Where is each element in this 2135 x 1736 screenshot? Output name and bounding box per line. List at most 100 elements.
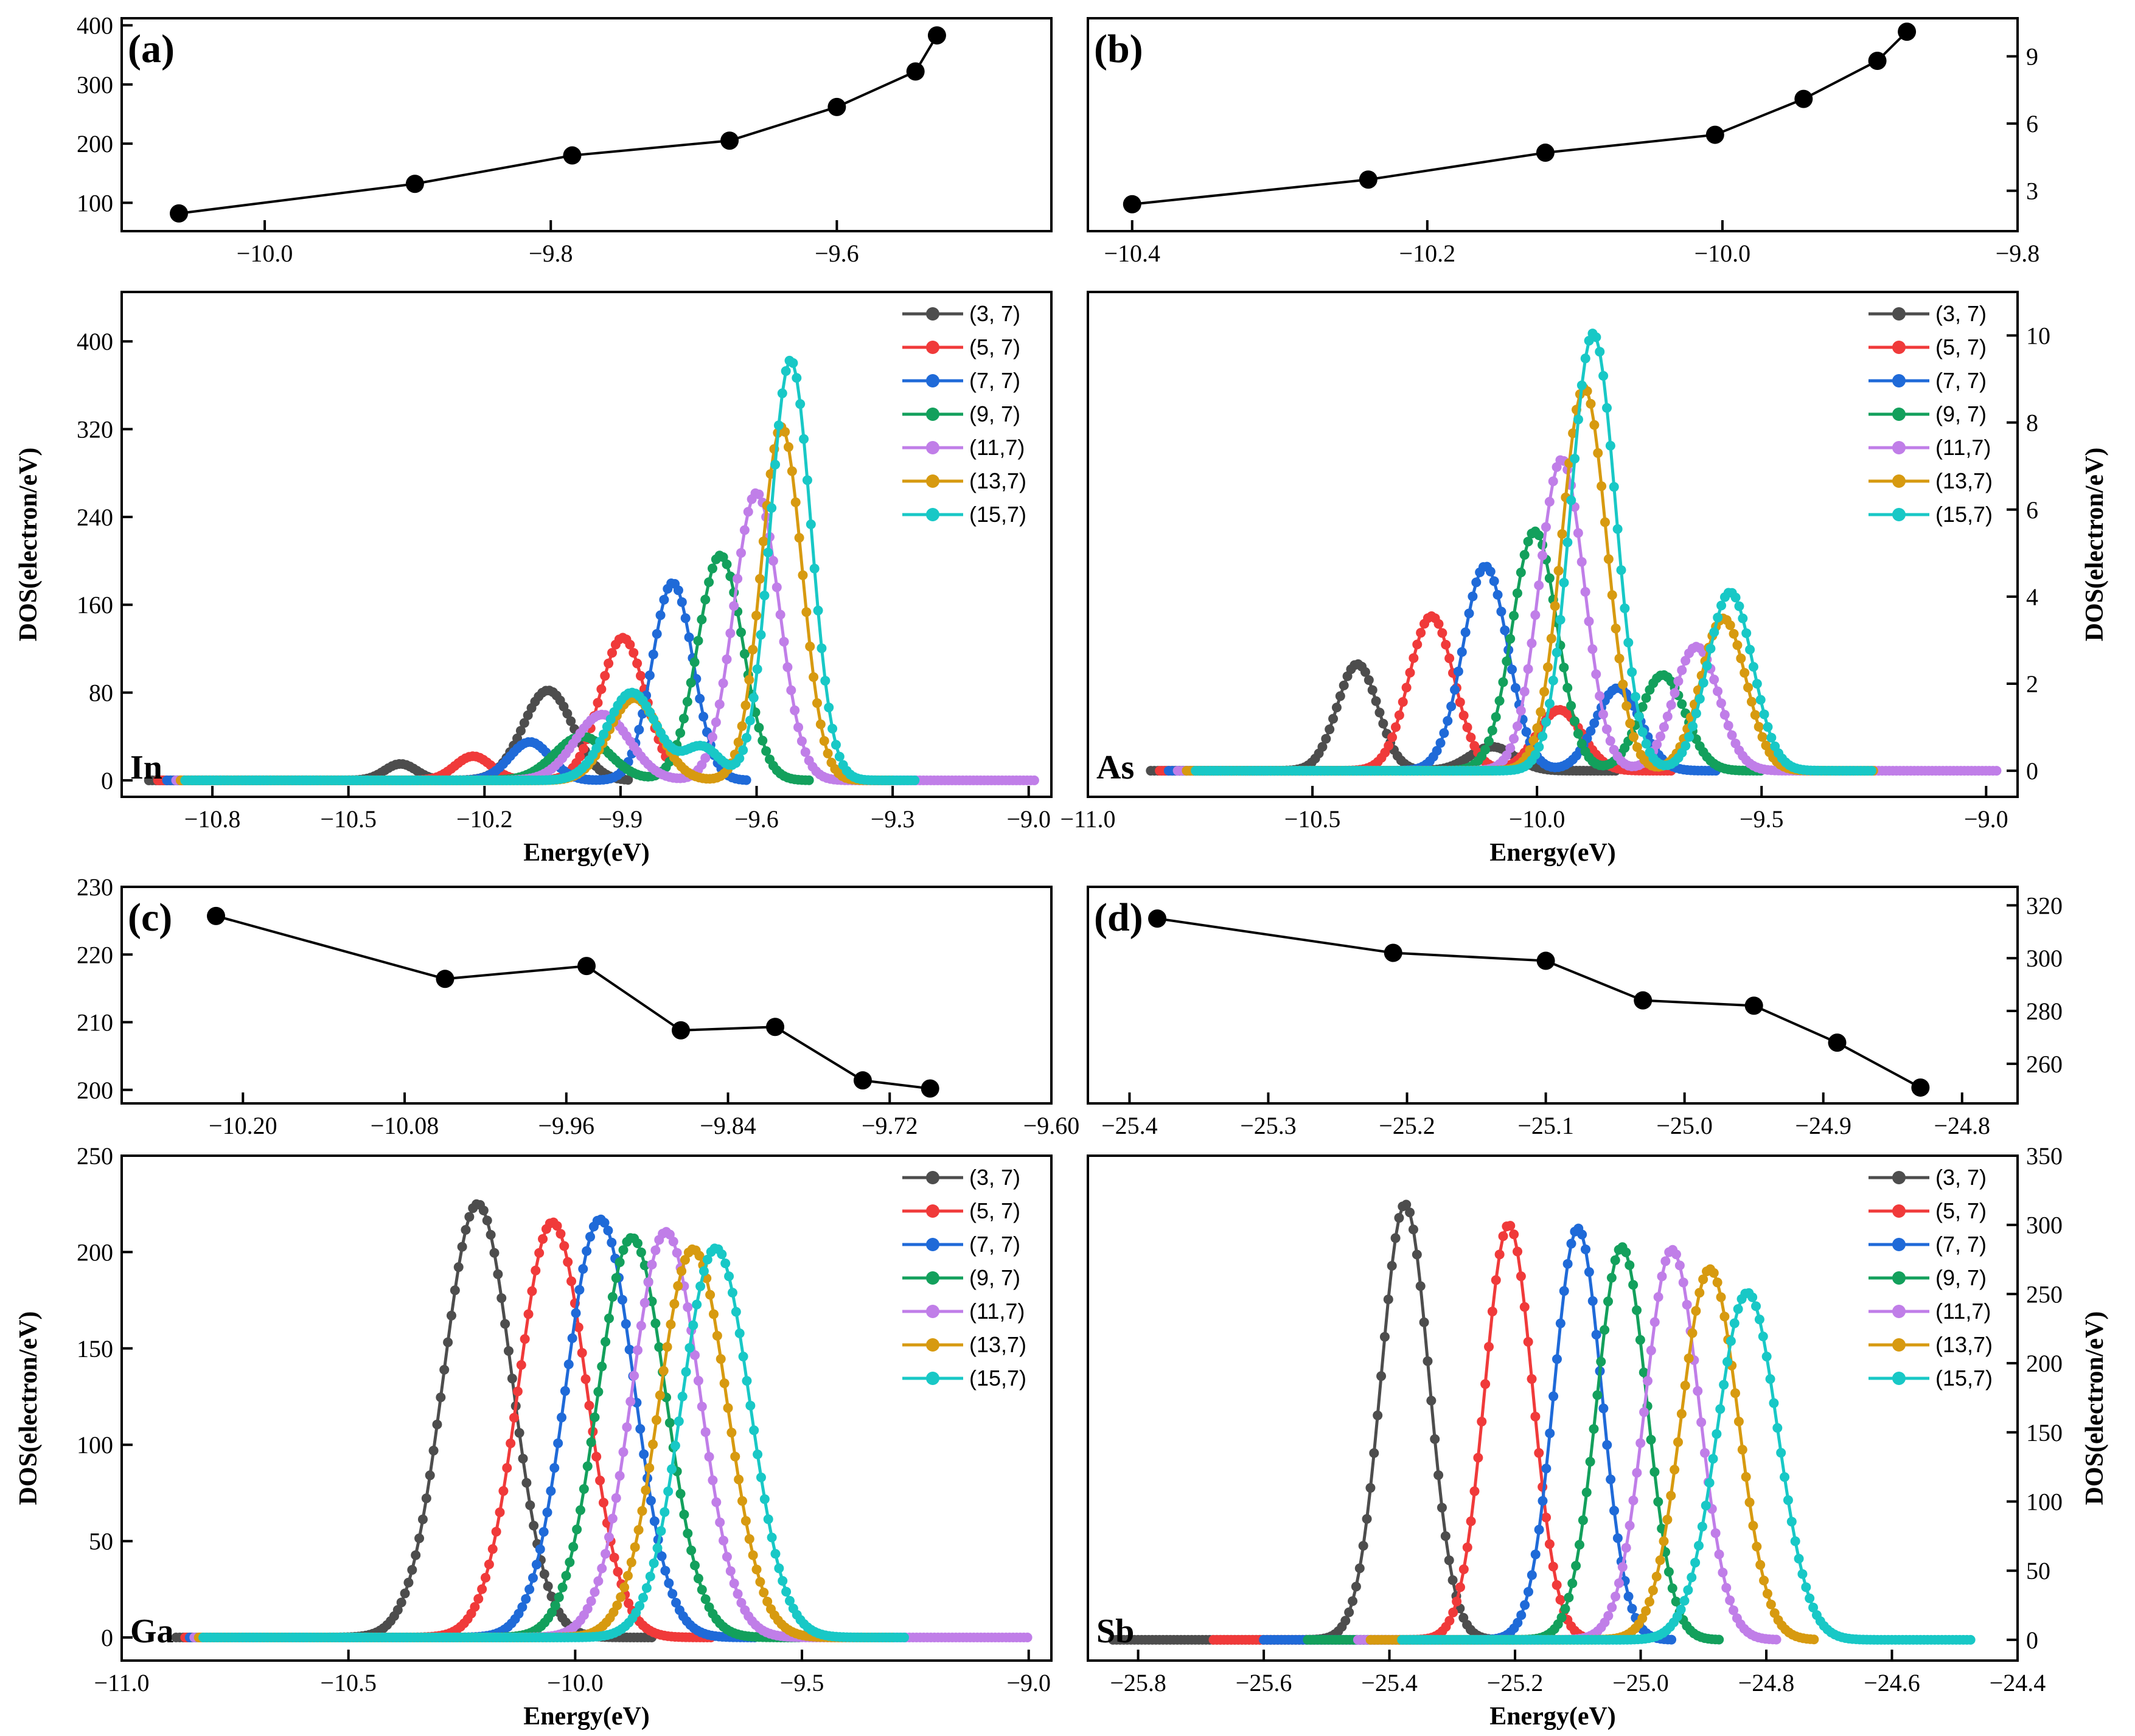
series-marker <box>1555 1318 1566 1328</box>
series-marker <box>759 590 770 600</box>
panel-label-b: (b) <box>1094 27 1143 71</box>
series-marker <box>657 1551 667 1561</box>
series-marker <box>1763 722 1773 732</box>
series-marker <box>1715 1404 1726 1414</box>
y-tick-label: 160 <box>77 591 113 619</box>
series-marker <box>1783 1495 1793 1505</box>
series-marker <box>1550 601 1560 611</box>
series-marker <box>1567 1578 1578 1588</box>
series-marker <box>1752 1541 1762 1552</box>
y-tick-label: 320 <box>77 416 113 443</box>
series-marker <box>675 1488 686 1499</box>
series-marker <box>1534 580 1544 591</box>
series-marker <box>590 1412 600 1422</box>
series-marker <box>1598 1403 1609 1414</box>
series-marker <box>834 751 845 762</box>
data-point <box>1898 23 1917 41</box>
series-marker <box>622 1422 632 1432</box>
x-tick-label: −10.2 <box>456 805 513 833</box>
series-marker <box>1351 1581 1361 1592</box>
y-tick-label: 350 <box>2026 1142 2063 1170</box>
y-tick-label: 0 <box>2026 757 2038 785</box>
series-marker <box>593 698 603 708</box>
series-marker <box>1458 710 1469 721</box>
series-marker <box>1719 1380 1729 1390</box>
legend-marker <box>1892 474 1906 488</box>
series-marker <box>1623 637 1634 648</box>
series-marker <box>517 1602 528 1613</box>
series-marker <box>1433 619 1444 629</box>
series-marker <box>1494 1249 1505 1260</box>
series-marker <box>521 1477 532 1488</box>
series-marker <box>684 1342 695 1353</box>
y-tick-label: 250 <box>2026 1280 2063 1308</box>
x-tick-label: −9.8 <box>1996 240 2040 267</box>
data-point <box>1744 996 1763 1015</box>
series-marker <box>664 1418 675 1428</box>
series-marker <box>688 1320 698 1330</box>
series-marker <box>1555 1594 1566 1605</box>
series-marker <box>715 1517 725 1527</box>
series-marker <box>1758 1332 1768 1342</box>
series-marker <box>1621 1543 1631 1553</box>
series-marker <box>629 648 639 658</box>
series-marker <box>1509 734 1519 744</box>
series-marker <box>1667 1583 1677 1594</box>
series-marker <box>667 1464 677 1474</box>
series-marker <box>1680 1380 1690 1391</box>
series-marker <box>1487 725 1497 735</box>
series-marker <box>1530 749 1541 760</box>
series-marker <box>523 710 533 720</box>
series-marker <box>1680 656 1691 666</box>
data-point <box>1828 1033 1847 1052</box>
plot-frame-Ga <box>120 1154 1053 1662</box>
series-marker <box>1516 1271 1526 1282</box>
series-marker <box>1591 332 1601 342</box>
series-marker <box>566 716 576 726</box>
y-tick-label: 6 <box>2026 110 2038 137</box>
series-marker <box>1639 1407 1649 1417</box>
series-marker <box>1991 766 2002 776</box>
series-marker <box>1694 1288 1705 1298</box>
series-marker <box>1752 679 1762 689</box>
series-marker <box>575 1505 585 1515</box>
series-marker <box>1401 682 1412 693</box>
series-marker <box>623 775 633 785</box>
series-marker <box>1447 1575 1458 1585</box>
series-marker <box>1730 1388 1741 1398</box>
series-marker <box>557 1412 567 1423</box>
series-marker <box>520 1334 530 1344</box>
series-marker <box>1727 730 1737 740</box>
series-marker <box>1656 731 1666 741</box>
series-marker <box>593 1576 604 1586</box>
series-marker <box>618 1245 629 1255</box>
series-marker <box>775 609 785 620</box>
series-marker <box>1698 1274 1708 1285</box>
legend-entry: (5, 7) <box>1935 335 1987 359</box>
series-marker <box>1500 625 1510 636</box>
panel-Ga: −11.0 −10.5 −10.0 −9.5 −9.0050100150200250Ga… <box>15 1142 1053 1731</box>
series-marker <box>794 533 804 543</box>
series-marker <box>1455 1582 1465 1592</box>
series-marker <box>425 1470 435 1481</box>
legend-entry: (5, 7) <box>969 1198 1020 1223</box>
x-tick-label: −25.0 <box>1612 1669 1669 1696</box>
series-marker <box>1606 1474 1616 1485</box>
y-tick-label: 100 <box>2026 1488 2063 1515</box>
series-marker <box>1523 664 1533 674</box>
series-marker <box>572 1524 582 1535</box>
series-marker <box>673 585 683 595</box>
series-marker <box>1718 1568 1728 1578</box>
series-marker <box>1534 742 1544 752</box>
series-marker <box>712 1330 722 1341</box>
series-marker <box>1744 1497 1755 1507</box>
legend-entry: (9, 7) <box>969 401 1020 426</box>
series-marker <box>502 1463 512 1473</box>
series-marker <box>1485 566 1496 577</box>
series-marker <box>1401 1200 1412 1210</box>
series-marker <box>722 1552 732 1562</box>
series-marker <box>698 1266 709 1276</box>
legend-entry: (11,7) <box>969 435 1025 460</box>
series-marker <box>1635 1438 1646 1448</box>
series-marker <box>496 1293 507 1304</box>
